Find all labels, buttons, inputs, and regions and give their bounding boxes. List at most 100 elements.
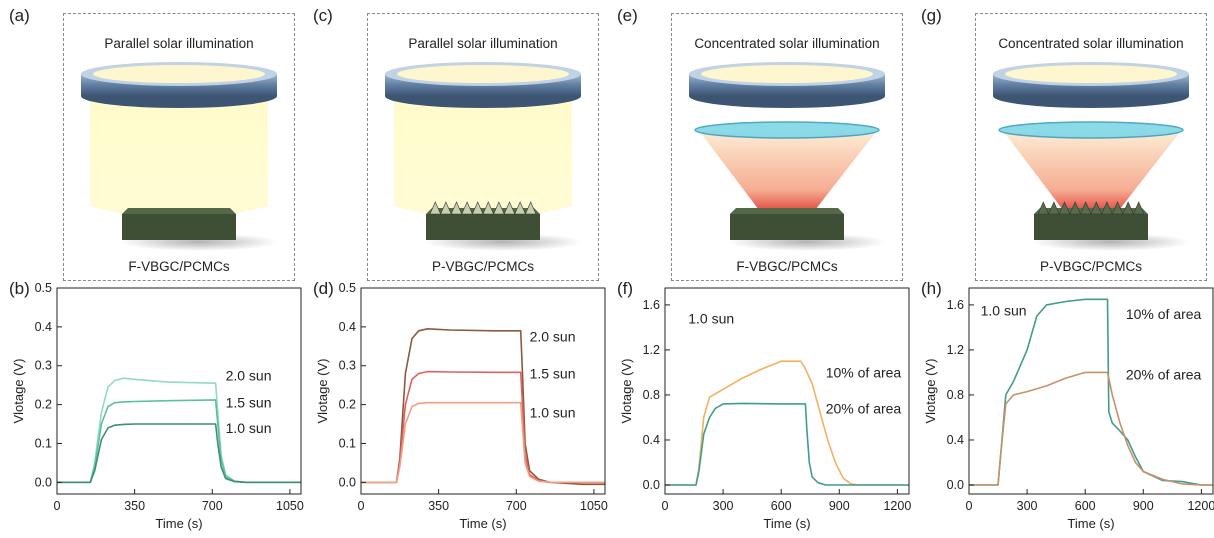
x-tick-label: 600	[1075, 499, 1096, 513]
x-axis-label: Time (s)	[1067, 516, 1114, 531]
x-tick-label: 1050	[580, 499, 608, 513]
illustration-title: Concentrated solar illumination	[998, 36, 1184, 51]
x-tick-label: 0	[358, 499, 365, 513]
panel-letter-e: (e)	[617, 6, 638, 25]
y-tick-label: 0.4	[643, 433, 660, 447]
y-tick-label: 1.6	[947, 298, 964, 312]
y-tick-label: 0.0	[643, 478, 660, 492]
series-line	[361, 370, 605, 484]
y-tick-label: 0.1	[339, 436, 356, 450]
illustration-panel-e: Concentrated solar illumination F-VBGC/P…	[671, 13, 903, 281]
y-tick-label: 0.4	[339, 320, 356, 334]
data-label: 1.0 sun	[226, 420, 272, 436]
plot-frame	[360, 287, 606, 495]
x-axis-label: Time (s)	[155, 516, 202, 531]
y-tick-label: 0.3	[339, 359, 356, 373]
illustration-caption: F-VBGC/PCMCs	[736, 259, 838, 274]
sample-top	[122, 208, 236, 214]
illustration-drawing	[385, 62, 583, 251]
y-tick-label: 0.8	[947, 388, 964, 402]
chart-h: (h) 0 300 600 900 1200 0.0 0.4 0.8 1.2 1.6 Time (s)…	[921, 280, 1214, 531]
pyramid-surface	[429, 201, 537, 215]
chart-b: (b) 0 350 700 1050 0.0 0.1 0.2 0.3 0.4 0.5 Time (s)…	[9, 280, 304, 531]
x-tick-label: 700	[506, 499, 527, 513]
series-line	[969, 298, 1213, 486]
illustration-panel-c: Parallel solar illumination P-VBGC/PCMCs	[367, 13, 599, 281]
y-tick-label: 0.5	[339, 281, 356, 295]
chart-d: (d) 0 350 700 1050 0.0 0.1 0.2 0.3 0.4 0.5 Time (s)…	[313, 280, 608, 531]
x-tick-label: 0	[662, 499, 669, 513]
y-tick-label: 0.1	[35, 436, 52, 450]
y-tick-label: 1.2	[643, 343, 660, 357]
illustration-drawing	[81, 62, 279, 251]
y-tick-label: 0.0	[947, 478, 964, 492]
illustration-title: Concentrated solar illumination	[694, 36, 880, 51]
series-line	[665, 360, 909, 486]
light-beam	[394, 98, 572, 219]
y-tick-label: 1.6	[643, 298, 660, 312]
y-tick-label: 0.2	[35, 398, 52, 412]
illustration-panel-a: Parallel solar illumination F-VBGC/PCMCs	[63, 13, 295, 281]
series-line	[57, 423, 301, 484]
illustration-drawing	[993, 62, 1191, 251]
x-tick-label: 350	[428, 499, 449, 513]
x-tick-label: 300	[713, 499, 734, 513]
y-axis-label: Vlotage (V)	[11, 358, 26, 423]
y-tick-label: 0.0	[339, 475, 356, 489]
lens-glass	[93, 65, 265, 83]
x-axis-label: Time (s)	[763, 516, 810, 531]
x-tick-label: 600	[771, 499, 792, 513]
y-tick-label: 0.4	[35, 320, 52, 334]
y-tick-label: 0.0	[35, 475, 52, 489]
light-beam	[700, 132, 876, 214]
data-label: 1.0 sun	[688, 310, 734, 326]
chart-panel-letter: (d)	[313, 280, 334, 298]
sample-block	[730, 214, 844, 240]
panel-letter-a: (a)	[9, 6, 30, 25]
focusing-lens	[998, 121, 1184, 139]
x-tick-label: 300	[1017, 499, 1038, 513]
x-tick-label: 1050	[276, 499, 304, 513]
data-label: 10% of area	[1126, 306, 1202, 322]
data-label: 1.0 sun	[981, 303, 1027, 319]
x-tick-label: 900	[1133, 499, 1154, 513]
illustration-caption: P-VBGC/PCMCs	[431, 259, 534, 274]
series-line	[665, 402, 909, 486]
y-tick-label: 0.2	[339, 398, 356, 412]
plot-frame	[664, 287, 910, 495]
x-tick-label: 350	[124, 499, 145, 513]
lens-glass	[397, 65, 569, 83]
illustration-caption: F-VBGC/PCMCs	[128, 259, 230, 274]
chart-panel-letter: (b)	[9, 280, 30, 298]
data-label: 2.0 sun	[226, 367, 272, 383]
data-label: 1.5 sun	[226, 395, 272, 411]
chart-f: (f) 0 300 600 900 1200 0.0 0.4 0.8 1.2 1.6 Time (s)…	[617, 280, 911, 531]
x-tick-label: 900	[829, 499, 850, 513]
data-label: 10% of area	[826, 364, 902, 380]
y-tick-label: 0.5	[35, 281, 52, 295]
y-axis-label: Vlotage (V)	[923, 358, 938, 423]
illustration-title: Parallel solar illumination	[408, 36, 558, 51]
chart-panel-letter: (h)	[921, 280, 942, 298]
lens-glass	[701, 65, 873, 83]
illustration-panel-g: Concentrated solar illumination P-VBGC/P…	[975, 13, 1207, 281]
series-line	[57, 377, 301, 484]
chart-panel-letter: (f)	[617, 280, 633, 298]
x-tick-label: 1200	[883, 499, 911, 513]
data-label: 20% of area	[1126, 367, 1202, 383]
sample-block	[1034, 214, 1148, 240]
light-beam	[1004, 132, 1180, 214]
y-tick-label: 0.4	[947, 433, 964, 447]
panel-letter-g: (g)	[921, 6, 942, 25]
sample-top	[730, 208, 844, 214]
lens-glass	[1005, 65, 1177, 83]
data-label: 20% of area	[826, 400, 902, 416]
data-label: 1.0 sun	[530, 404, 576, 420]
pyramid-surface	[1037, 201, 1145, 215]
series-line	[57, 399, 301, 484]
panel-letter-c: (c)	[313, 6, 333, 25]
plot-frame	[968, 287, 1214, 495]
series-line	[361, 401, 605, 484]
y-axis-label: Vlotage (V)	[315, 358, 330, 423]
y-tick-label: 0.8	[643, 388, 660, 402]
